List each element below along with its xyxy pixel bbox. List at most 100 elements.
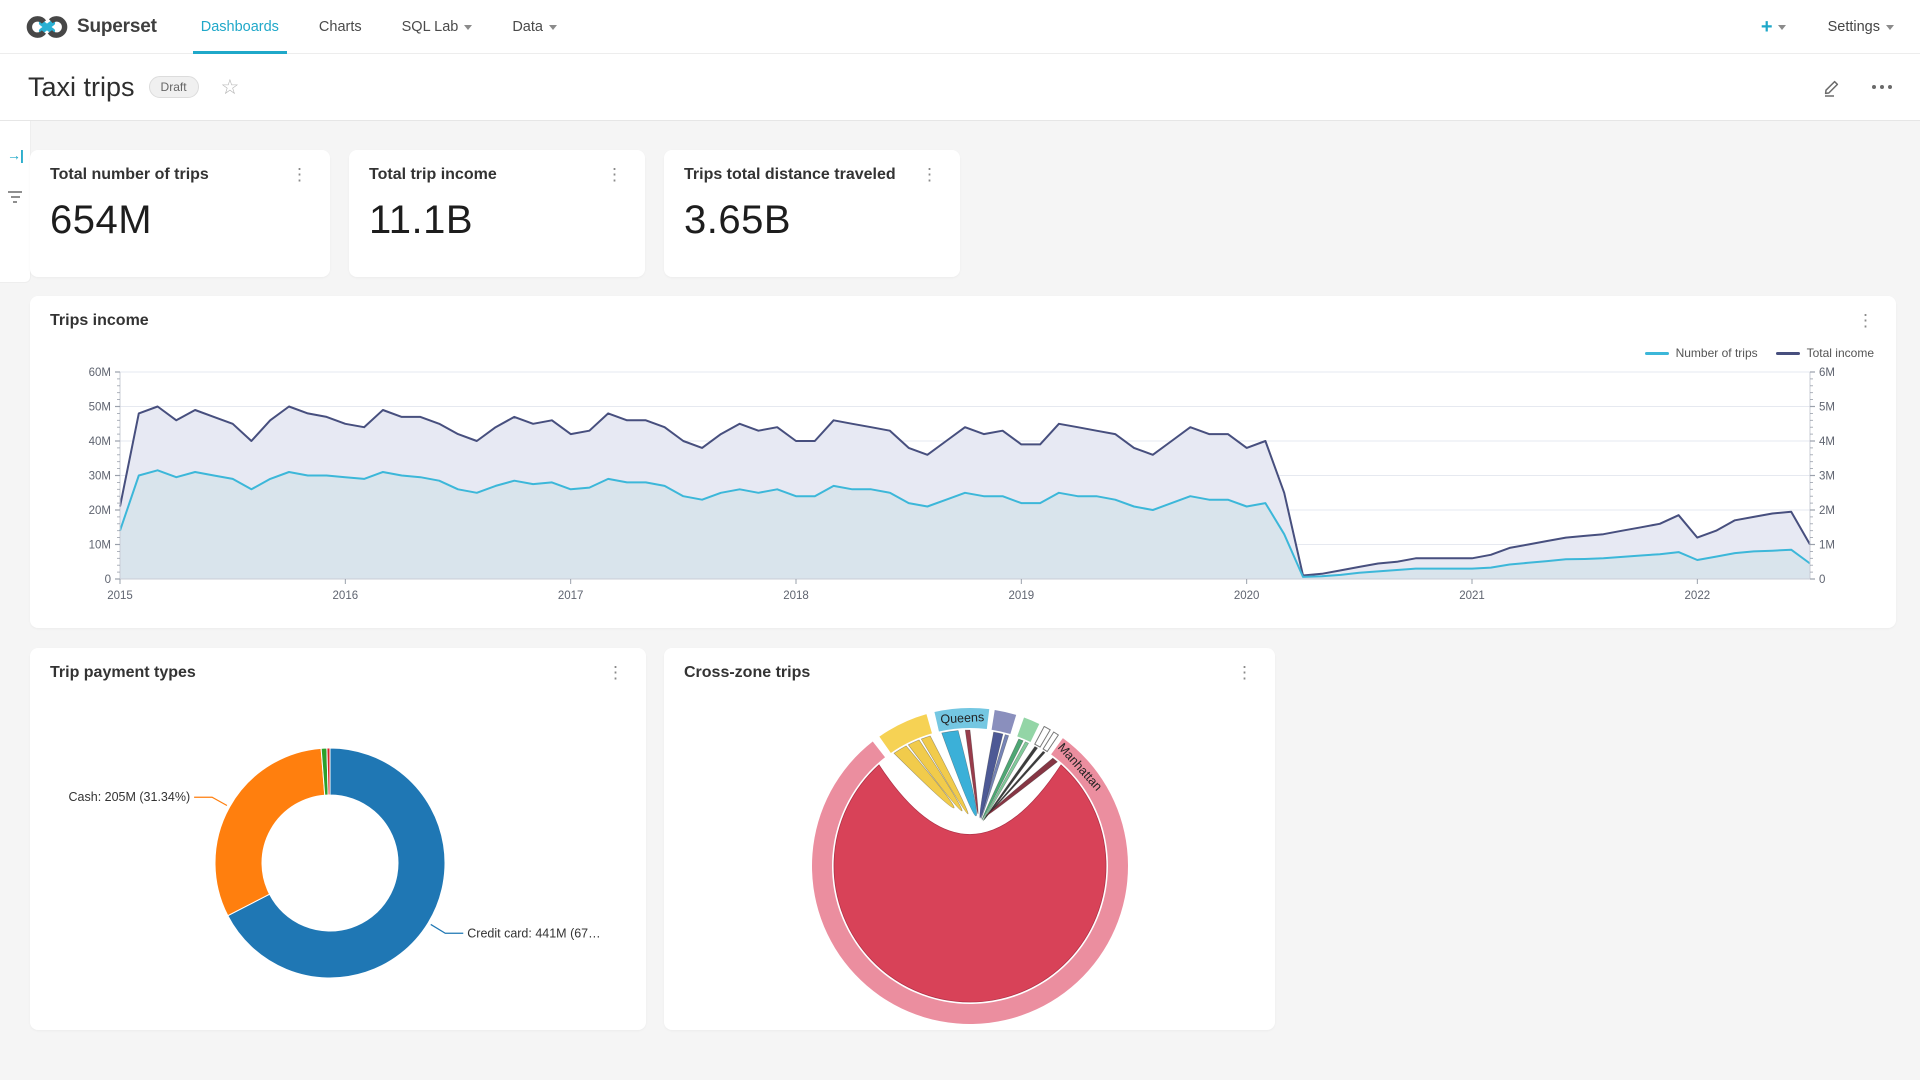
chord-arc[interactable] bbox=[879, 714, 932, 753]
y-axis-right-tick: 0 bbox=[1819, 574, 1825, 586]
kebab-menu-icon[interactable]: ⋮ bbox=[606, 165, 623, 184]
y-axis-left-tick: 10M bbox=[89, 540, 111, 552]
chord-arc[interactable] bbox=[1034, 725, 1051, 748]
legend-label: Number of trips bbox=[1675, 346, 1758, 360]
title-actions bbox=[1822, 77, 1892, 97]
nav-tab-data[interactable]: Data bbox=[512, 0, 557, 54]
new-item-button[interactable]: + bbox=[1761, 17, 1786, 37]
chord-arc-label: Queens bbox=[940, 710, 984, 726]
x-axis-tick: 2018 bbox=[783, 590, 809, 602]
kpi-card-total-trips: Total number of trips ⋮ 654M bbox=[30, 150, 330, 277]
y-axis-right-tick: 1M bbox=[1819, 540, 1835, 552]
x-axis-tick: 2020 bbox=[1234, 590, 1260, 602]
nav-tab-sql-lab[interactable]: SQL Lab bbox=[402, 0, 473, 54]
nav-tab-label: SQL Lab bbox=[401, 18, 459, 35]
nav-tab-label: Data bbox=[512, 18, 543, 35]
pie-slice[interactable] bbox=[227, 747, 446, 979]
y-axis-right-tick: 2M bbox=[1819, 505, 1835, 517]
payment-types-donut-chart: Credit card: 441M (67… Cash: 205M (31.34%… bbox=[69, 747, 601, 979]
chord-arc[interactable] bbox=[1017, 717, 1040, 742]
chord-ribbon[interactable] bbox=[964, 729, 979, 815]
nav-items: Dashboards Charts SQL Lab Data bbox=[192, 0, 557, 54]
chord-ribbon[interactable] bbox=[985, 757, 1058, 817]
more-actions-button[interactable] bbox=[1872, 85, 1892, 89]
filter-icon[interactable] bbox=[8, 191, 22, 203]
edit-dashboard-button[interactable] bbox=[1822, 77, 1842, 97]
chart-title: Trips income bbox=[50, 312, 149, 329]
chord-ribbon[interactable] bbox=[980, 734, 1010, 820]
kpi-card-total-distance: Trips total distance traveled ⋮ 3.65B bbox=[664, 150, 960, 277]
chord-ribbon[interactable] bbox=[941, 730, 977, 817]
top-nav: Superset Dashboards Charts SQL Lab Data … bbox=[0, 0, 1920, 54]
pie-label: Credit card: 441M (67… bbox=[467, 926, 600, 940]
kebab-menu-icon[interactable]: ⋮ bbox=[1236, 663, 1253, 682]
y-axis-right-tick: 4M bbox=[1819, 436, 1835, 448]
chord-arc[interactable] bbox=[1042, 731, 1060, 753]
legend-label: Total income bbox=[1806, 346, 1874, 360]
nav-tab-label: Charts bbox=[318, 18, 362, 35]
superset-logo[interactable]: Superset bbox=[26, 14, 157, 40]
kpi-value: 654M bbox=[50, 198, 153, 242]
chevron-down-icon bbox=[1886, 25, 1894, 30]
kpi-value: 11.1B bbox=[369, 198, 474, 242]
chord-ribbon[interactable] bbox=[907, 739, 963, 812]
brand-name: Superset bbox=[77, 15, 157, 37]
chart-title: Cross-zone trips bbox=[684, 664, 811, 681]
nav-tab-dashboards[interactable]: Dashboards bbox=[192, 0, 288, 54]
chevron-down-icon bbox=[548, 25, 557, 30]
x-axis-tick: 2022 bbox=[1685, 590, 1711, 602]
x-axis-tick: 2016 bbox=[333, 590, 359, 602]
chord-ribbon[interactable] bbox=[893, 745, 955, 809]
nav-tab-label: Dashboards bbox=[200, 18, 279, 35]
pencil-icon bbox=[1824, 80, 1839, 97]
chord-ribbon-manhattan[interactable] bbox=[833, 764, 1107, 1003]
kpi-title: Trips total distance traveled bbox=[684, 166, 896, 183]
kpi-card-trip-income: Total trip income ⋮ 11.1B bbox=[349, 150, 645, 277]
pie-slice[interactable] bbox=[214, 747, 326, 917]
legend-item[interactable]: Number of trips bbox=[1644, 346, 1758, 360]
dashboard-header: Taxi trips Draft ☆ bbox=[0, 54, 1920, 121]
chart-legend: Number of trips Total income bbox=[1644, 346, 1874, 360]
x-axis-tick: 2015 bbox=[107, 590, 133, 602]
chart-card-payment-types: Trip payment types ⋮ Credit card: 441M (… bbox=[30, 648, 646, 1030]
y-axis-right-tick: 6M bbox=[1819, 367, 1835, 379]
kpi-title: Total number of trips bbox=[50, 166, 209, 183]
chart-card-trips-income: Trips income ⋮ Number of trips Total inco… bbox=[30, 296, 1896, 628]
expand-filter-bar-icon[interactable]: →| bbox=[7, 147, 24, 163]
y-axis-left-tick: 50M bbox=[89, 402, 111, 414]
chord-arc[interactable] bbox=[991, 709, 1017, 735]
y-axis-left-tick: 40M bbox=[89, 436, 111, 448]
plus-icon: + bbox=[1760, 15, 1773, 38]
legend-swatch bbox=[1644, 351, 1669, 355]
status-badge: Draft bbox=[148, 76, 199, 98]
kebab-menu-icon[interactable]: ⋮ bbox=[291, 165, 308, 184]
y-axis-left-tick: 30M bbox=[89, 471, 111, 483]
favorite-star-icon[interactable]: ☆ bbox=[220, 75, 240, 99]
dashboard-grid: →| Total number of trips ⋮ 654M Total tr… bbox=[0, 121, 1920, 1080]
legend-item[interactable]: Total income bbox=[1775, 346, 1874, 360]
kpi-value: 3.65B bbox=[684, 198, 792, 242]
nav-right: + Settings bbox=[1761, 17, 1894, 37]
kebab-menu-icon[interactable]: ⋮ bbox=[921, 165, 938, 184]
kpi-title: Total trip income bbox=[369, 166, 497, 183]
y-axis-left-tick: 20M bbox=[89, 505, 111, 517]
chord-ribbon[interactable] bbox=[981, 738, 1024, 821]
chord-ribbon[interactable] bbox=[920, 735, 969, 815]
chord-arc[interactable] bbox=[934, 708, 990, 732]
chord-ribbon[interactable] bbox=[982, 741, 1029, 822]
kebab-menu-icon[interactable]: ⋮ bbox=[607, 663, 624, 682]
legend-swatch bbox=[1775, 351, 1800, 355]
y-axis-left-tick: 60M bbox=[89, 367, 111, 379]
chevron-down-icon bbox=[1777, 25, 1786, 30]
kebab-menu-icon[interactable]: ⋮ bbox=[1857, 311, 1874, 330]
chart-card-cross-zone: Cross-zone trips ⋮ Manhattan Queens bbox=[664, 648, 1275, 1030]
pie-slice[interactable] bbox=[326, 747, 331, 796]
filter-bar-collapsed: →| bbox=[0, 121, 31, 283]
settings-menu[interactable]: Settings bbox=[1828, 19, 1894, 35]
y-axis-right-tick: 3M bbox=[1819, 471, 1835, 483]
page-title: Taxi trips bbox=[28, 71, 135, 102]
x-axis-tick: 2017 bbox=[558, 590, 584, 602]
nav-tab-charts[interactable]: Charts bbox=[319, 0, 362, 54]
